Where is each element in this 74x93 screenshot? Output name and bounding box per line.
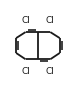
Text: Cl: Cl <box>46 67 55 76</box>
Text: Cl: Cl <box>21 67 30 76</box>
Text: Cl: Cl <box>21 16 30 25</box>
Text: Cl: Cl <box>46 16 55 25</box>
